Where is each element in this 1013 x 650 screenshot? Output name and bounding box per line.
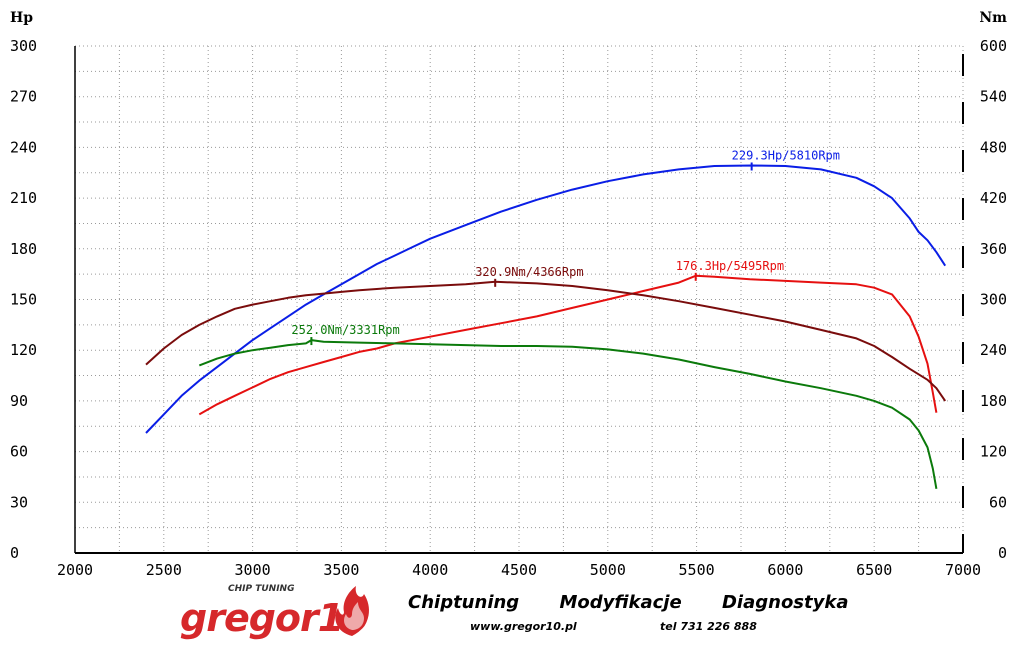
chart-series — [145, 164, 947, 489]
y-right-tick-label: 300 — [980, 291, 1007, 309]
series-line-1 — [198, 274, 938, 416]
y-left-unit: Hp — [10, 10, 33, 26]
x-tick-label: 2500 — [146, 561, 182, 579]
x-tick-label: 5500 — [679, 561, 715, 579]
y-right-tick-label: 540 — [980, 88, 1007, 106]
y-left-tick-label: 30 — [10, 493, 28, 511]
annotation-label: 176.3Hp/5495Rpm — [676, 259, 784, 273]
chart-ticks: 0306090120150180210240270300060120180240… — [10, 10, 1007, 579]
series-line-2 — [145, 280, 947, 402]
y-right-tick-label: 180 — [980, 392, 1007, 410]
y-left-tick-label: 150 — [10, 291, 37, 309]
x-tick-label: 6000 — [767, 561, 803, 579]
x-tick-label: 3000 — [235, 561, 271, 579]
y-right-tick-label: 480 — [980, 138, 1007, 156]
y-left-tick-label: 240 — [10, 138, 37, 156]
series-line-0 — [145, 164, 947, 434]
x-tick-label: 5000 — [590, 561, 626, 579]
y-left-tick-label: 90 — [10, 392, 28, 410]
y-left-tick-label: 270 — [10, 88, 37, 106]
gregor10-logo: CHIP TUNING gregor10 — [180, 580, 380, 646]
x-tick-label: 3500 — [323, 561, 359, 579]
dyno-chart: 229.3Hp/5810Rpm 176.3Hp/5495Rpm 320.9Nm/43… — [10, 10, 1007, 579]
y-left-tick-label: 60 — [10, 443, 28, 461]
y-left-tick-label: 210 — [10, 189, 37, 207]
y-right-unit: Nm — [979, 10, 1007, 26]
footer-website: www.gregor10.pl — [470, 620, 577, 633]
annotation-label: 252.0Nm/3331Rpm — [291, 323, 399, 337]
x-tick-label: 4000 — [412, 561, 448, 579]
x-tick-label: 7000 — [945, 561, 981, 579]
y-right-tick-label: 60 — [989, 493, 1007, 511]
chart-axes — [74, 46, 964, 554]
y-left-tick-label: 300 — [10, 37, 37, 55]
y-right-tick-label: 240 — [980, 341, 1007, 359]
y-right-tick-label: 600 — [980, 37, 1007, 55]
y-right-tick-label: 420 — [980, 189, 1007, 207]
x-tick-label: 2000 — [57, 561, 93, 579]
y-right-tick-label: 360 — [980, 240, 1007, 258]
footer-phone: tel 731 226 888 — [660, 620, 757, 633]
tagline-chiptuning: Chiptuning — [408, 592, 520, 613]
tagline-diagnostyka: Diagnostyka — [721, 592, 849, 613]
annotation-label: 320.9Nm/4366Rpm — [475, 265, 583, 279]
flame-icon — [335, 586, 369, 636]
series-line-3 — [198, 339, 938, 489]
chart-grid — [74, 45, 964, 554]
annotation-label: 229.3Hp/5810Rpm — [732, 148, 840, 162]
footer-tagline: Chiptuning Modyfikacje Diagnostyka — [408, 592, 878, 613]
y-left-tick-label: 180 — [10, 240, 37, 258]
y-left-tick-label: 0 — [10, 544, 19, 562]
y-left-tick-label: 120 — [10, 341, 37, 359]
logo-subtitle: CHIP TUNING — [228, 584, 295, 594]
chart-annotations: 229.3Hp/5810Rpm 176.3Hp/5495Rpm 320.9Nm/43… — [291, 148, 840, 346]
x-tick-label: 6500 — [856, 561, 892, 579]
y-right-tick-label: 0 — [998, 544, 1007, 562]
x-tick-label: 4500 — [501, 561, 537, 579]
tagline-modyfikacje: Modyfikacje — [559, 592, 682, 613]
y-right-tick-label: 120 — [980, 443, 1007, 461]
